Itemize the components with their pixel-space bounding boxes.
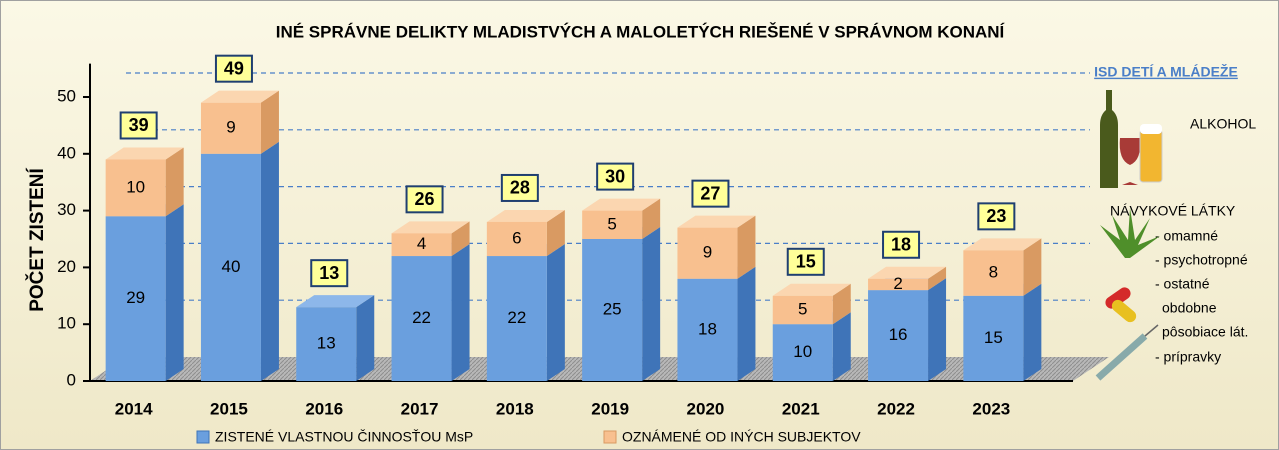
bar-side xyxy=(547,244,565,381)
value-label: 5 xyxy=(607,214,616,233)
bar-side xyxy=(833,312,851,381)
bar-segment xyxy=(582,199,660,239)
y-tick-label: 20 xyxy=(57,257,76,276)
total-label: 27 xyxy=(700,183,720,203)
legend-swatch xyxy=(197,431,209,443)
bar-side xyxy=(261,142,279,381)
x-tick-label: 2017 xyxy=(401,399,439,418)
y-tick-label: 0 xyxy=(67,370,76,389)
side-text: - prípravky xyxy=(1155,349,1221,365)
total-label: 30 xyxy=(605,166,625,186)
value-label: 25 xyxy=(603,299,622,318)
value-label: 6 xyxy=(512,228,521,247)
x-tick-label: 2019 xyxy=(591,399,629,418)
total-label: 49 xyxy=(224,58,244,78)
chart: INÉ SPRÁVNE DELIKTY MLADISTVÝCH A MALOLE… xyxy=(0,0,1279,450)
value-label: 16 xyxy=(889,325,908,344)
x-tick-label: 2016 xyxy=(305,399,343,418)
value-label: 40 xyxy=(221,257,240,276)
side-text: ALKOHOL xyxy=(1190,116,1256,132)
value-label: 9 xyxy=(226,118,235,137)
side-text: pôsobiace lát. xyxy=(1162,324,1248,340)
x-tick-label: 2014 xyxy=(115,399,153,418)
side-text: obdobne xyxy=(1162,300,1217,316)
legend-label: ZISTENÉ VLASTNOU ČINNOSŤOU MsP xyxy=(215,429,473,445)
value-label: 18 xyxy=(698,319,717,338)
side-text: NÁVYKOVÉ LÁTKY xyxy=(1110,203,1236,219)
bar-segment xyxy=(201,91,279,154)
x-tick-label: 2021 xyxy=(782,399,820,418)
total-label: 23 xyxy=(986,206,1006,226)
bar-side xyxy=(356,295,374,381)
total-label: 15 xyxy=(796,252,816,272)
total-label: 13 xyxy=(319,263,339,283)
bar-segment xyxy=(487,210,565,256)
value-label: 29 xyxy=(126,288,145,307)
value-label: 22 xyxy=(412,308,431,327)
bar-side xyxy=(737,267,755,381)
value-label: 5 xyxy=(798,299,807,318)
bar-side xyxy=(452,244,470,381)
total-label: 26 xyxy=(415,189,435,209)
x-tick-label: 2023 xyxy=(972,399,1010,418)
value-label: 9 xyxy=(703,243,712,262)
total-label: 18 xyxy=(891,235,911,255)
total-label: 28 xyxy=(510,178,530,198)
bar-side xyxy=(928,278,946,381)
bar-segment xyxy=(963,238,1041,295)
y-tick-label: 40 xyxy=(57,143,76,162)
side-text: - ostatné xyxy=(1155,276,1210,292)
bar-segment xyxy=(392,221,470,256)
bar-side xyxy=(1023,284,1041,381)
side-text: - psychotropné xyxy=(1155,252,1248,268)
legend-swatch xyxy=(604,431,616,443)
bar-side xyxy=(642,227,660,381)
y-tick-label: 30 xyxy=(57,200,76,219)
side-heading: ISD DETÍ A MLÁDEŽE xyxy=(1094,63,1238,80)
y-tick-label: 10 xyxy=(57,314,76,333)
x-tick-label: 2022 xyxy=(877,399,915,418)
x-tick-label: 2015 xyxy=(210,399,248,418)
value-label: 10 xyxy=(793,342,812,361)
value-label: 4 xyxy=(417,234,426,253)
bar-side xyxy=(166,147,184,216)
beer-icon xyxy=(1140,130,1162,182)
value-label: 8 xyxy=(989,263,998,282)
y-axis-label: POČET ZISTENÍ xyxy=(26,168,48,312)
value-label: 22 xyxy=(507,308,526,327)
side-text: - omamné xyxy=(1155,228,1218,244)
legend-label: OZNÁMENÉ OD INÝCH SUBJEKTOV xyxy=(622,429,861,445)
bar-segment xyxy=(773,284,851,324)
value-label: 15 xyxy=(984,328,1003,347)
beer-foam xyxy=(1140,124,1162,134)
y-tick-label: 50 xyxy=(57,86,76,105)
bar-segment xyxy=(677,216,755,279)
chart-title: INÉ SPRÁVNE DELIKTY MLADISTVÝCH A MALOLE… xyxy=(276,22,1006,41)
bar-side xyxy=(166,204,184,381)
value-label: 13 xyxy=(317,334,336,353)
value-label: 2 xyxy=(893,274,902,293)
value-label: 10 xyxy=(126,177,145,196)
x-tick-label: 2020 xyxy=(687,399,725,418)
total-label: 39 xyxy=(129,115,149,135)
x-tick-label: 2018 xyxy=(496,399,534,418)
